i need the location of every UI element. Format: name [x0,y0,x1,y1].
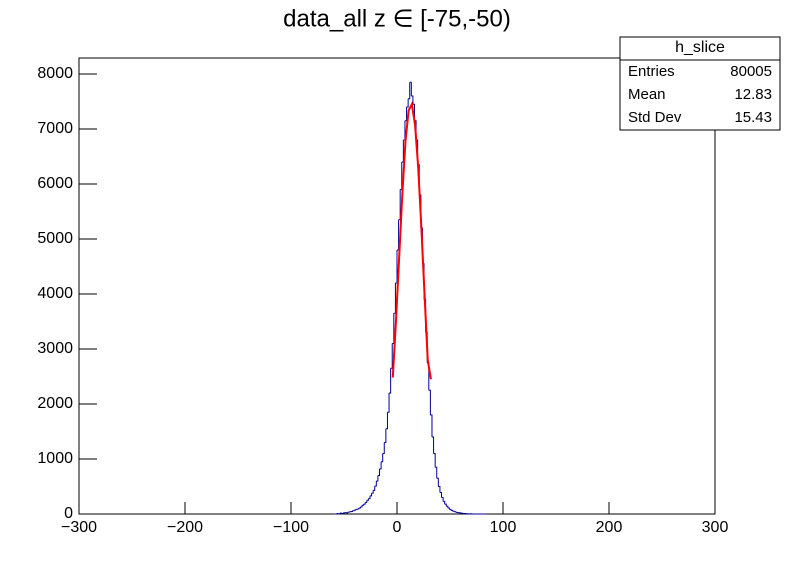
histogram-bin [363,502,366,505]
y-tick-label: 6000 [37,175,73,192]
histogram-bin [352,510,355,512]
y-tick-label: 8000 [37,65,73,82]
histogram-bin [454,511,457,513]
stats-title: h_slice [675,39,725,56]
histogram-bin [436,477,439,487]
histogram-bin [406,98,409,108]
histogram-bin [404,106,408,122]
histogram-bin [446,505,449,508]
y-tick-label: 4000 [37,285,73,302]
stats-value: 15.43 [734,109,772,126]
histogram-bin [368,495,371,500]
histogram-bin [443,500,446,505]
histogram-bin [369,493,373,497]
histogram-bin [341,512,344,514]
histogram-bin [431,436,435,454]
histogram-bin [390,343,393,369]
histogram-bin [377,468,381,476]
stats-label: Mean [628,86,666,103]
x-tick-label: −100 [273,519,309,536]
histogram-bin [441,496,444,502]
fit-curve [391,101,432,380]
histogram-bin [376,475,379,482]
x-tick-label: 0 [393,519,402,536]
histogram-bin [438,485,441,493]
y-tick-label: 5000 [37,230,73,247]
histogram-bin [360,505,363,508]
histogram-bin [444,503,447,507]
y-tick-label: 3000 [37,340,73,357]
stats-label: Entries [628,63,675,80]
y-tick-label: 0 [64,505,73,522]
histogram-bin [379,461,382,470]
y-tick-label: 7000 [37,120,73,137]
histogram-bin [408,82,411,100]
histogram-bin [382,442,385,454]
histogram-bin [433,452,436,468]
stats-label: Std Dev [628,109,682,126]
histogram-bin [409,81,412,96]
x-tick-label: 100 [490,519,517,536]
histogram-bin [428,389,431,415]
x-tick-label: 300 [702,519,729,536]
histogram-bin [385,412,388,430]
histogram-bin [334,513,338,515]
histogram-bin [384,428,387,443]
histogram-bin [366,498,369,501]
histogram-bin [381,453,384,463]
stats-value: 80005 [730,63,772,80]
y-tick-label: 1000 [37,450,73,467]
x-tick-label: −300 [61,519,97,536]
histogram-bin [452,510,455,512]
stats-box [619,36,781,131]
histogram-bin [371,490,374,494]
histogram-bin [389,368,392,394]
histogram-bin [439,492,443,498]
histogram-bin [430,414,433,437]
x-tick-label: −200 [167,519,203,536]
histogram-bin [387,392,390,413]
histogram-bin [336,512,339,514]
chart-title: data_all z ∈ [-75,-50) [283,5,511,32]
histogram-bin [365,500,368,503]
histogram-bin [411,95,414,105]
y-tick-label: 2000 [37,395,73,412]
histogram-bin [435,466,438,479]
x-tick-label: 200 [596,519,623,536]
stats-value: 12.83 [734,86,772,103]
histogram-bin [373,485,376,491]
histogram-bin [374,480,377,487]
